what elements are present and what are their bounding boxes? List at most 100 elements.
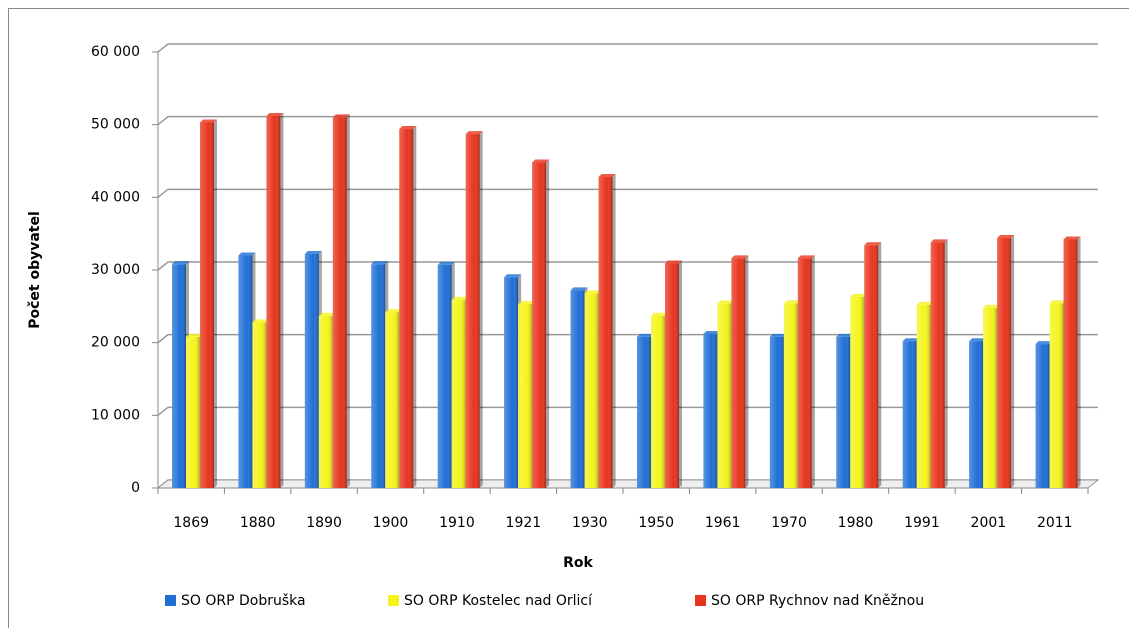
bar-group — [532, 159, 550, 488]
bar-top — [930, 239, 948, 243]
bar-group — [665, 260, 682, 488]
bar-top — [304, 251, 322, 255]
bar-group — [916, 301, 934, 488]
bar-top — [637, 333, 654, 337]
bar-top — [717, 300, 735, 304]
bar-group — [304, 251, 322, 488]
bar-side — [679, 260, 682, 488]
bar-shade — [637, 336, 651, 488]
bar-top — [186, 333, 203, 337]
bar-top — [598, 173, 616, 177]
x-tick-label: 1970 — [771, 515, 807, 531]
bar-side — [944, 239, 948, 488]
bar-shade — [731, 258, 746, 488]
y-axis-title: Počet obyvatel — [27, 211, 43, 329]
x-tick-label: 2001 — [971, 515, 1007, 531]
bar-shade — [1063, 239, 1078, 488]
grid-line — [157, 43, 1098, 53]
bar-side — [1077, 236, 1081, 488]
bar-top — [1049, 300, 1067, 304]
bar-top — [437, 261, 455, 265]
bar-shade — [451, 299, 466, 488]
bar-top — [172, 261, 189, 265]
bar-group — [465, 131, 483, 488]
bar-side — [479, 131, 483, 488]
bar-top — [570, 287, 588, 291]
bar-shade — [717, 303, 732, 488]
bar-top — [731, 255, 749, 259]
x-tick-label: 1991 — [904, 515, 940, 531]
bar-top — [318, 312, 336, 316]
bar-top — [399, 126, 417, 130]
x-tick-label: 1921 — [506, 515, 542, 531]
bar-group — [983, 304, 1001, 488]
bar-shade — [532, 162, 547, 488]
bar-top — [997, 235, 1015, 239]
bar-shade — [902, 341, 917, 488]
bar-top — [465, 131, 483, 135]
bar-shade — [318, 315, 333, 488]
bar-top — [783, 300, 801, 304]
legend-swatch — [695, 595, 706, 606]
bar-group — [200, 119, 217, 488]
legend-label: SO ORP Kostelec nad Orlicí — [404, 593, 593, 609]
x-tick-label: 1980 — [838, 515, 874, 531]
bar-shade — [252, 322, 267, 488]
bar-side — [1011, 235, 1015, 488]
bar-shade — [703, 333, 718, 488]
bar-side — [878, 242, 882, 488]
bar-group — [332, 114, 350, 489]
bar-group — [371, 261, 389, 488]
bar-top — [864, 242, 882, 246]
grid-line — [157, 115, 1098, 126]
bar-shade — [385, 312, 400, 488]
y-tick-label: 40 000 — [91, 189, 140, 205]
bar-top — [584, 290, 602, 294]
bar-shade — [651, 315, 665, 488]
bar-shade — [332, 117, 347, 489]
bar-shade — [930, 242, 945, 488]
bar-shade — [304, 254, 319, 488]
x-tick-label: 1900 — [373, 515, 409, 531]
bar-top — [266, 112, 284, 116]
bar-top — [371, 261, 389, 265]
bar-shade — [997, 238, 1012, 488]
bar-side — [745, 255, 749, 488]
y-tick-label: 0 — [131, 480, 140, 496]
bar-group — [598, 173, 616, 488]
bar-group — [399, 126, 417, 488]
bar-top — [385, 309, 403, 313]
bar-top — [532, 159, 550, 163]
bar-shade — [916, 304, 931, 488]
bar-group — [864, 242, 882, 488]
bar-shade — [1049, 303, 1064, 488]
bar-shade — [371, 264, 386, 488]
bar-top — [703, 330, 721, 334]
bar-shade — [518, 304, 533, 488]
bar-side — [811, 255, 815, 488]
y-tick-label: 30 000 — [91, 262, 140, 278]
floor — [156, 479, 1100, 489]
bar-group — [266, 112, 284, 489]
bar-group — [703, 330, 721, 488]
bar-side — [546, 159, 550, 488]
bar-shade — [598, 176, 613, 488]
bar-shade — [399, 129, 414, 488]
bar-top — [200, 119, 217, 123]
bar-shade — [186, 336, 200, 488]
bar-top — [969, 338, 987, 342]
chart-frame — [8, 8, 1129, 628]
bar-shade — [200, 122, 214, 488]
bar-group — [651, 312, 668, 488]
bar-top — [238, 252, 256, 256]
x-axis-title: Rok — [563, 555, 593, 571]
x-tick-label: 1930 — [572, 515, 608, 531]
bar-top — [916, 301, 934, 305]
x-tick-label: 2011 — [1037, 515, 1073, 531]
x-tick-label: 1961 — [705, 515, 741, 531]
bar-group — [731, 255, 749, 488]
bar-side — [612, 173, 616, 488]
bar-top — [518, 301, 536, 305]
